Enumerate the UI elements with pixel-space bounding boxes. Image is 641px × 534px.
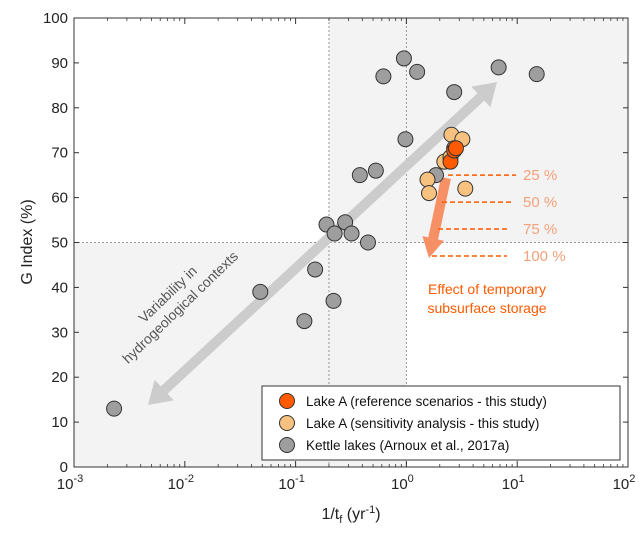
data-points: [106, 50, 545, 417]
kettle-lake-point: [395, 50, 412, 67]
kettle-lake-point: [351, 167, 368, 184]
y-tick-label: 10: [51, 414, 68, 431]
storage-level-label: 100 %: [523, 248, 566, 265]
x-tick-label: 10-1: [278, 473, 304, 493]
variability-arrow-head-up: [471, 82, 497, 108]
kettle-lake-point: [367, 162, 384, 179]
y-tick-label: 90: [51, 55, 68, 72]
legend: Lake A (reference scenarios - this study…: [261, 385, 621, 461]
y-tick-label: 70: [51, 145, 68, 162]
x-axis-label-sub: f: [339, 514, 343, 526]
x-tick-label: 10-2: [168, 473, 194, 493]
sensitivity-point: [421, 185, 438, 202]
y-tick-label: 100: [43, 10, 68, 27]
x-tick-label: 100: [391, 473, 414, 493]
legend-label-kettle: Kettle lakes (Arnoux et al., 2017a): [306, 438, 509, 453]
y-tick-label: 30: [51, 324, 68, 341]
x-axis-label-unit-close: ): [375, 506, 380, 523]
storage-label-line1: Effect of temporary: [428, 281, 546, 297]
shaded-quadrant-top-right: [328, 18, 628, 243]
variability-arrow: [148, 82, 497, 405]
legend-marker-kettle: [279, 437, 295, 453]
kettle-lake-point: [106, 400, 123, 417]
sensitivity-point: [457, 180, 474, 197]
variability-arrow-head-down: [148, 379, 174, 405]
kettle-lake-point: [325, 292, 342, 309]
x-axis-label: 1/tf (yr-1): [321, 504, 380, 526]
storage-label-line2: subsurface storage: [427, 300, 546, 316]
legend-marker-sensitivity: [279, 415, 295, 431]
kettle-lake-point: [397, 131, 414, 148]
sensitivity-point: [419, 171, 436, 188]
x-tick-label: 10-3: [57, 473, 83, 493]
storage-level-label: 50 %: [523, 194, 557, 211]
y-tick-label: 50: [51, 235, 68, 252]
kettle-lake-point: [296, 313, 313, 330]
y-tick-label: 0: [60, 459, 68, 476]
kettle-lake-point: [343, 225, 360, 242]
kettle-lake-point: [409, 63, 426, 80]
reference-point: [447, 140, 464, 157]
y-tick-label: 40: [51, 279, 68, 296]
y-tick-label: 60: [51, 190, 68, 207]
x-axis-label-unit: (yr: [342, 506, 366, 523]
legend-label-reference: Lake A (reference scenarios - this study…: [306, 394, 547, 409]
storage-arrow: [422, 176, 451, 258]
storage-level-label: 75 %: [523, 221, 557, 238]
kettle-lake-point: [359, 234, 376, 251]
storage-level-label: 25 %: [523, 167, 557, 184]
legend-box: [261, 385, 621, 461]
kettle-lake-point: [375, 68, 392, 85]
variability-arrow-shaft: [160, 93, 485, 394]
x-tick-label: 102: [613, 473, 636, 493]
kettle-lake-point: [446, 84, 463, 101]
y-tick-label: 80: [51, 100, 68, 117]
storage-annotation: 25 % 50 % 75 % 100 %: [422, 167, 566, 265]
kettle-lake-point: [252, 283, 269, 300]
legend-marker-reference: [279, 393, 295, 409]
x-tick-label: 101: [502, 473, 525, 493]
kettle-lake-point: [528, 66, 545, 83]
legend-label-sensitivity: Lake A (sensitivity analysis - this stud…: [306, 416, 539, 431]
kettle-lake-point: [490, 59, 507, 76]
y-tick-label: 20: [51, 369, 68, 386]
axis-ticks: 0 10 20 30 40 50 60 70 80 90 100 10-3 10-2 10-1 100 101…: [43, 10, 635, 493]
kettle-lake-point: [307, 261, 324, 278]
y-axis-label: G Index (%): [19, 199, 36, 284]
x-axis-label-sup: -1: [365, 504, 375, 516]
kettle-lake-point: [326, 225, 343, 242]
x-axis-label-main: 1/t: [321, 506, 339, 523]
